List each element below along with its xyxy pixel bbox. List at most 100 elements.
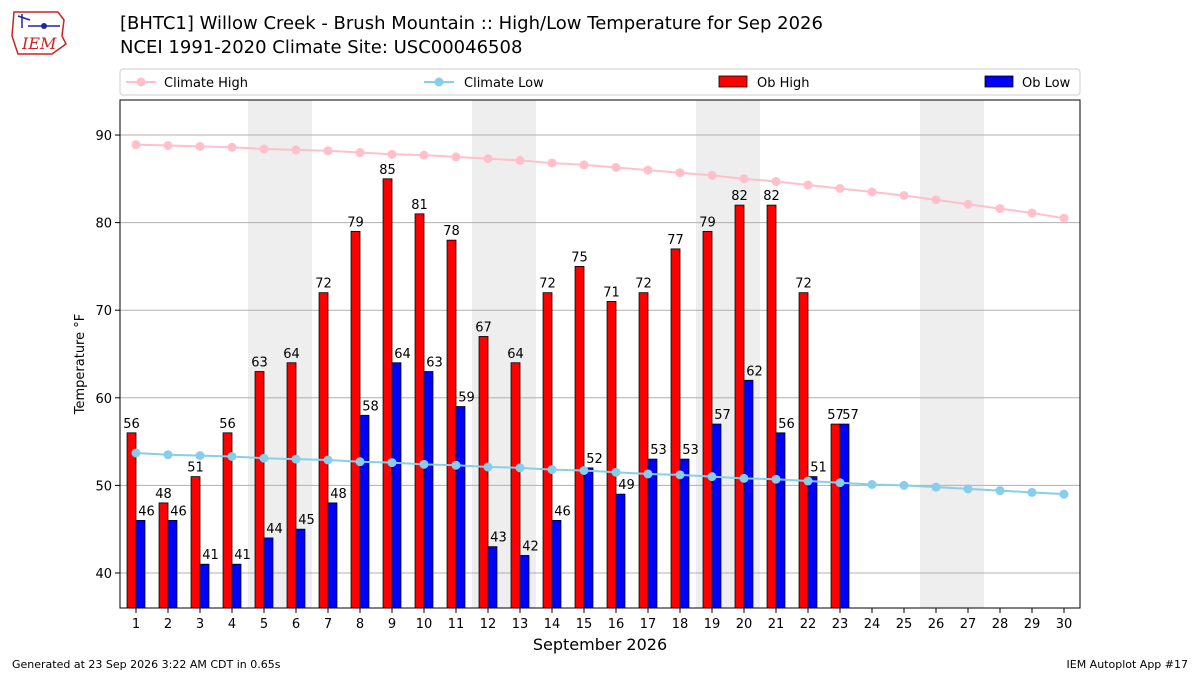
ob-low-bar (679, 458, 690, 609)
ob-low-bar (807, 476, 818, 609)
climate-high-point (611, 162, 621, 172)
climate-low-point (515, 463, 525, 473)
ob-high-bar (414, 213, 425, 609)
ob-high-label: 79 (699, 215, 716, 230)
climate-low-point (579, 465, 589, 475)
x-tick-label: 20 (736, 617, 753, 632)
climate-high-point (259, 144, 269, 154)
y-tick-label: 70 (95, 304, 112, 319)
climate-high-point (451, 152, 461, 162)
climate-high-point (707, 170, 717, 180)
x-tick-label: 2 (164, 617, 172, 632)
legend-ob-low-swatch (984, 75, 1014, 88)
ob-low-label: 41 (234, 548, 251, 563)
ob-low-label: 64 (394, 347, 411, 362)
climate-high-point (899, 190, 909, 200)
x-tick-label: 29 (1024, 617, 1041, 632)
ob-low-bar (583, 467, 594, 609)
climate-low-point (675, 470, 685, 480)
x-axis-label: September 2026 (533, 635, 667, 654)
plot-frame (119, 99, 1081, 609)
legend-ob-high-swatch (718, 75, 748, 88)
ob-low-label: 45 (298, 513, 315, 528)
x-tick-label: 30 (1056, 617, 1073, 632)
ob-high-label: 72 (795, 277, 812, 292)
ob-high-label: 64 (283, 347, 300, 362)
x-tick-label: 1 (132, 617, 140, 632)
x-tick-label: 10 (416, 617, 433, 632)
climate-low-point (387, 458, 397, 468)
ob-low-label: 59 (458, 391, 475, 406)
legend-box (119, 68, 1081, 96)
x-tick-label: 6 (292, 617, 300, 632)
climate-low-point (483, 462, 493, 472)
ob-low-label: 48 (330, 487, 347, 502)
ob-low-bar (199, 563, 210, 609)
ob-high-label: 64 (507, 347, 524, 362)
ob-low-bar (839, 423, 850, 609)
x-tick-label: 22 (800, 617, 817, 632)
ob-high-label: 67 (475, 320, 492, 335)
climate-high-point (227, 142, 237, 152)
ob-high-bar (830, 423, 841, 609)
ob-high-bar (318, 292, 329, 609)
x-tick-label: 4 (228, 617, 236, 632)
x-tick-label: 19 (704, 617, 721, 632)
ob-high-label: 79 (347, 215, 364, 230)
ob-high-label: 82 (763, 189, 780, 204)
x-tick-label: 28 (992, 617, 1009, 632)
climate-high-point (1027, 208, 1037, 218)
ob-low-bar (455, 406, 466, 609)
app-label: IEM Autoplot App #17 (1066, 658, 1189, 671)
climate-low-point (1059, 489, 1069, 499)
generated-timestamp: Generated at 23 Sep 2026 3:22 AM CDT in … (12, 658, 281, 671)
climate-low-point (291, 454, 301, 464)
climate-high-point (131, 140, 141, 150)
ob-high-label: 75 (571, 250, 588, 265)
climate-high-line (135, 143, 1065, 220)
legend-climate-low-label: Climate Low (464, 76, 544, 91)
ob-high-bar (766, 204, 777, 609)
ob-high-label: 72 (539, 277, 556, 292)
ob-high-label: 81 (411, 198, 428, 213)
climate-low-point (355, 457, 365, 467)
ob-low-label: 46 (138, 504, 155, 519)
ob-high-bar (350, 230, 361, 609)
x-tick-label: 3 (196, 617, 204, 632)
ob-high-label: 72 (315, 277, 332, 292)
ob-low-bar (743, 379, 754, 609)
climate-high-point (323, 146, 333, 156)
ob-low-bar (263, 537, 274, 609)
climate-low-point (643, 469, 653, 479)
ob-high-label: 72 (635, 277, 652, 292)
climate-high-point (291, 145, 301, 155)
ob-high-bar (254, 371, 265, 609)
iem-logo: IEM (11, 11, 67, 55)
ob-low-label: 53 (650, 443, 667, 458)
climate-low-point (771, 474, 781, 484)
chart-subtitle: NCEI 1991-2020 Climate Site: USC00046508 (120, 37, 523, 58)
ob-low-bar (487, 546, 498, 609)
x-tick-label: 8 (356, 617, 364, 632)
ob-low-bar (391, 362, 402, 609)
ob-low-bar (615, 493, 626, 609)
ob-low-label: 43 (490, 531, 507, 546)
y-tick-label: 80 (95, 217, 112, 232)
ob-low-label: 63 (426, 356, 443, 371)
ob-high-label: 57 (827, 408, 844, 423)
climate-low-point (323, 455, 333, 465)
ob-low-bar (327, 502, 338, 609)
climate-low-point (163, 450, 173, 460)
ob-high-label: 77 (667, 233, 684, 248)
ob-low-bar (519, 555, 530, 609)
ob-high-label: 56 (219, 417, 236, 432)
y-axis-label: Temperature °F (73, 314, 88, 415)
x-tick-label: 5 (260, 617, 268, 632)
climate-low-point (259, 453, 269, 463)
climate-high-point (803, 180, 813, 190)
legend-climate-high-marker (136, 77, 146, 87)
y-tick-label: 40 (95, 567, 112, 582)
x-tick-label: 18 (672, 617, 689, 632)
x-tick-label: 16 (608, 617, 625, 632)
